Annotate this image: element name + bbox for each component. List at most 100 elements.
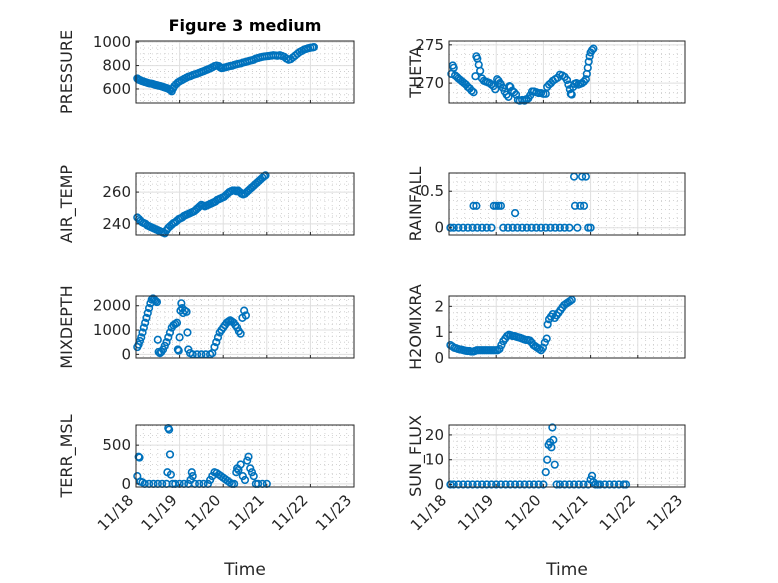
data-point [473, 223, 482, 232]
data-point [165, 425, 174, 434]
data-point [468, 480, 477, 489]
axes-box [448, 295, 686, 359]
data-point [232, 468, 241, 477]
data-point [522, 223, 531, 232]
data-point [236, 460, 245, 469]
data-point [261, 171, 270, 180]
data-point [212, 338, 221, 347]
data-point [567, 295, 576, 304]
data-point [499, 223, 508, 232]
data-point [487, 480, 496, 489]
y-axis-label: AIR_TEMP [57, 165, 77, 243]
data-point [496, 480, 506, 489]
data-point [152, 297, 162, 307]
data-point [560, 223, 569, 232]
data-point [182, 307, 191, 316]
data-point [497, 340, 506, 350]
data-point [501, 480, 510, 489]
data-point [506, 480, 515, 489]
data-point [487, 223, 496, 232]
data-point [177, 299, 186, 308]
data-point [534, 480, 543, 489]
data-point [309, 42, 318, 52]
x-axis-label: Time [223, 560, 266, 580]
data-point [188, 472, 197, 481]
subplot-5: 0 1000 2000 MIXDEPTH [57, 285, 355, 369]
data-point [543, 455, 552, 464]
data-point [520, 480, 529, 489]
data-point [463, 480, 472, 489]
y-axis-label: MIXDEPTH [57, 285, 76, 368]
data-point [172, 318, 182, 327]
data-point [183, 328, 192, 337]
data-point [210, 342, 219, 352]
data-point [142, 313, 151, 322]
data-point [504, 92, 513, 101]
data-point [581, 75, 590, 84]
data-point [166, 470, 175, 479]
data-point [468, 223, 477, 232]
data-point [236, 329, 245, 338]
data-point [459, 480, 468, 489]
axes-box [448, 172, 686, 236]
axes-box [135, 295, 355, 359]
y-tick-label: 600 [102, 80, 131, 98]
data-point [576, 201, 585, 210]
y-tick-label: 260 [102, 183, 131, 201]
data-point [560, 480, 569, 489]
data-point [463, 223, 472, 232]
data-point [548, 423, 557, 432]
y-axis-label: SUN_FLUX [406, 415, 426, 497]
data-point [605, 480, 614, 489]
data-point [164, 333, 173, 342]
subplot-1: 600 800 1000 PRESSURE Figure 3 medium [57, 16, 355, 114]
data-point [547, 443, 556, 452]
data-point [573, 223, 582, 232]
data-point [482, 480, 491, 489]
data-point [246, 464, 255, 473]
data-point [137, 333, 146, 342]
data-point [144, 304, 154, 313]
data-point [187, 468, 196, 477]
data-point [600, 480, 609, 489]
data-point [536, 223, 546, 232]
data-point [541, 223, 550, 232]
data-point [459, 223, 468, 232]
data-point [476, 66, 485, 75]
y-axis-label: TERR_MSL [57, 414, 77, 498]
data-point [134, 340, 143, 349]
y-axis-label: THETA [406, 46, 425, 98]
data-point [243, 456, 252, 465]
y-tick-label: 1000 [93, 321, 131, 339]
y-tick-label: 0 [121, 345, 131, 363]
data-point [469, 201, 478, 210]
data-point [446, 480, 455, 489]
data-point [165, 328, 175, 337]
y-tick-label: 0 [434, 349, 444, 367]
data-point [550, 460, 559, 469]
data-point [529, 480, 539, 489]
data-point [584, 57, 593, 66]
data-point [469, 88, 478, 97]
data-point [213, 333, 223, 342]
data-point [467, 86, 476, 95]
y-tick-label: 0 [121, 475, 131, 493]
data-point [175, 333, 184, 342]
data-point [542, 334, 551, 343]
data-point [518, 223, 527, 232]
y-tick-label: 2000 [93, 297, 131, 315]
data-point [579, 201, 589, 210]
data-point [135, 336, 145, 346]
data-point [491, 85, 500, 94]
data-point [587, 46, 597, 55]
data-point [240, 306, 249, 315]
data-point [610, 480, 619, 489]
data-point [240, 475, 250, 485]
data-point [565, 223, 574, 232]
y-tick-label: 0 [434, 476, 444, 494]
data-point [165, 450, 175, 459]
data-point [549, 435, 558, 444]
